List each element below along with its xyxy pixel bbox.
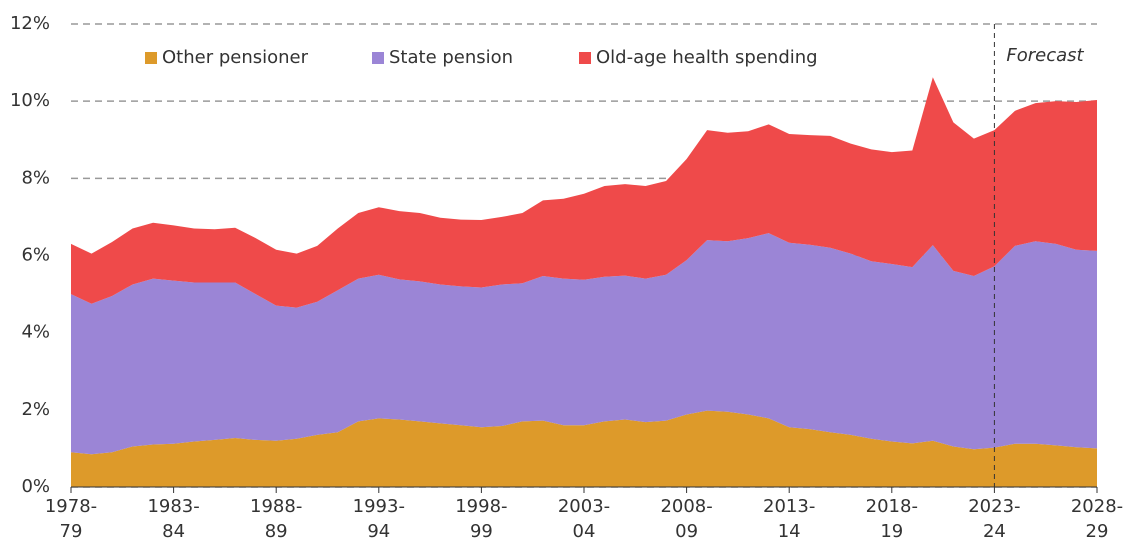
- y-tick-label: 6%: [21, 245, 50, 266]
- legend-label: State pension: [389, 47, 513, 68]
- area: [71, 410, 1097, 487]
- x-tick-label: 2018- 19: [865, 496, 918, 542]
- x-tick-label: 1988- 89: [250, 496, 303, 542]
- legend-label: Other pensioner: [162, 47, 309, 68]
- y-tick-label: 8%: [21, 167, 50, 188]
- x-tick-label: 2003- 04: [557, 496, 611, 542]
- legend-swatch: [579, 52, 591, 64]
- legend-label: Old-age health spending: [596, 47, 818, 68]
- x-tick-label: 2023- 24: [968, 496, 1021, 542]
- y-tick-label: 2%: [21, 399, 50, 420]
- x-tick-label: 1998- 99: [455, 496, 508, 542]
- x-tick-label: 2008- 09: [660, 496, 713, 542]
- y-tick-label: 10%: [10, 90, 50, 111]
- area: [71, 233, 1097, 455]
- legend-swatch: [372, 52, 384, 64]
- x-tick-label: 2028- 29: [1070, 496, 1124, 542]
- x-tick-label: 2013- 14: [763, 496, 816, 542]
- y-tick-label: 12%: [10, 13, 50, 34]
- x-tick-label: 1978- 79: [44, 496, 98, 542]
- annotation: Forecast: [1006, 45, 1084, 66]
- x-tick-label: 1993- 94: [352, 496, 405, 542]
- y-tick-label: 0%: [21, 476, 50, 497]
- y-tick-label: 4%: [21, 322, 50, 343]
- area: [71, 77, 1097, 308]
- x-tick-label: 1983- 84: [147, 496, 200, 542]
- legend-swatch: [145, 52, 157, 64]
